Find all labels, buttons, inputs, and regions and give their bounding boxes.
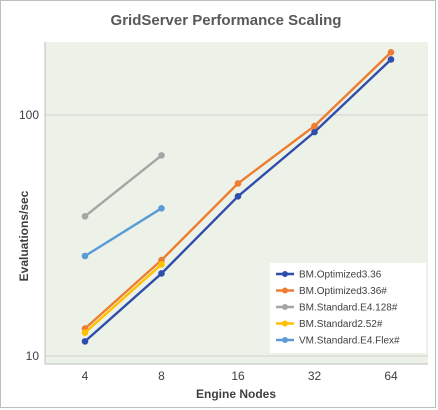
legend: BM.Optimized3.36 BM.Optimized3.36# BM.Stan… [270,263,426,353]
legend-swatch-marker [282,320,288,327]
data-point [234,192,242,200]
data-point [81,252,89,260]
data-point [158,205,165,212]
x-tick-label: 32 [308,369,322,383]
data-point [158,261,165,268]
x-tick-label: 4 [82,369,89,383]
legend-swatch-marker [282,287,288,294]
data-point [158,152,165,159]
legend-label: BM.Standard2.52# [299,319,383,330]
tick-labels: 10 100 4 8 16 32 64 [19,108,398,383]
data-point [81,338,89,345]
data-point [81,212,89,220]
legend-label: BM.Optimized3.36 [299,270,382,281]
data-point [158,270,165,277]
x-axis-title: Engine Nodes [196,387,276,401]
chart-title: GridServer Performance Scaling [111,12,342,29]
axes [44,42,428,365]
legend-background [270,263,426,353]
x-tick-label: 64 [384,369,398,383]
legend-swatch-marker [282,304,288,310]
series-group [81,49,395,345]
grid-lines [45,114,428,357]
series-line [83,154,163,218]
data-point [234,180,242,187]
data-point [81,329,89,336]
data-point [311,122,318,130]
legend-label: BM.Optimized3.36# [299,286,387,297]
legend-swatch-marker [282,271,288,277]
series-line [83,207,163,258]
y-axis-title: Evaluations/sec [17,190,31,281]
x-tick-label: 16 [231,369,245,383]
legend-swatch-marker [282,337,288,343]
x-tick-label: 8 [158,369,165,383]
data-point [311,128,318,136]
data-point [387,56,395,63]
legend-label: VM.Standard.E4.Flex# [299,336,400,347]
legend-label: BM.Standard.E4.128# [299,303,398,314]
series-line [83,263,163,334]
y-tick-label: 100 [19,108,39,122]
data-point [387,49,395,56]
y-tick-label: 10 [26,349,40,363]
